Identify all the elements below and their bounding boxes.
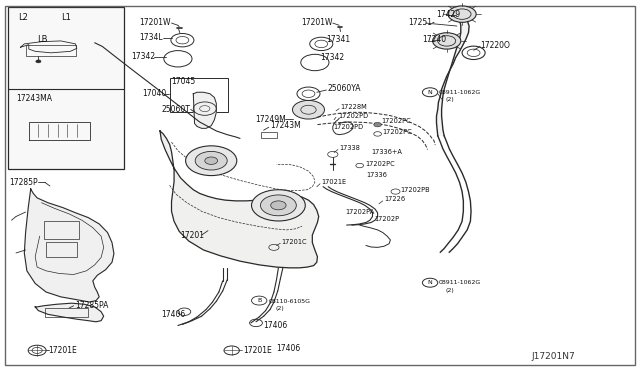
Circle shape [205,157,218,164]
Text: 17228M: 17228M [340,104,367,110]
Text: (2): (2) [445,288,454,293]
Text: N: N [428,280,433,285]
Text: 17202PC: 17202PC [365,161,394,167]
Text: 17249M: 17249M [255,115,285,124]
Text: LB: LB [37,35,47,44]
Bar [261,132,277,138]
Text: 17243MA: 17243MA [16,94,52,103]
Text: 08911-1062G: 08911-1062G [439,280,481,285]
Text: 17202PD: 17202PD [333,124,363,130]
Text: 17285P: 17285P [10,178,38,187]
Text: (2): (2) [275,305,284,311]
Text: 17220O: 17220O [480,41,510,50]
Text: 17342: 17342 [320,53,344,62]
Circle shape [422,88,438,97]
Text: 17202PD: 17202PD [338,113,368,119]
Text: 17201E: 17201E [49,346,77,355]
Bar [26,45,76,56]
Text: 17406: 17406 [264,321,288,330]
Text: 17201W: 17201W [140,18,171,27]
Circle shape [448,6,476,22]
Text: L1: L1 [61,13,70,22]
Circle shape [252,190,305,221]
Text: 17021E: 17021E [321,179,346,185]
Text: L2: L2 [18,13,28,22]
Text: 17226: 17226 [384,196,405,202]
Text: 17406: 17406 [161,310,186,319]
Circle shape [433,33,461,49]
Text: 17336+A: 17336+A [371,149,402,155]
Text: 17202PA: 17202PA [346,209,375,215]
Text: J17201N7: J17201N7 [531,352,575,361]
Text: 17338: 17338 [339,145,360,151]
Text: 17040: 17040 [142,89,166,98]
Circle shape [271,201,286,210]
Text: 17342: 17342 [131,52,156,61]
Bar [45,308,88,317]
Bar [44,221,79,239]
Bar [46,242,77,257]
Text: (2): (2) [445,97,454,102]
Bar [8,7,124,169]
Text: 08911-1062G: 08911-1062G [439,90,481,95]
Circle shape [195,151,227,170]
Text: 17045: 17045 [172,77,196,86]
Text: 1734L: 1734L [140,33,163,42]
Text: 17240: 17240 [422,35,447,44]
Polygon shape [35,303,104,322]
Text: 17243M: 17243M [270,121,301,130]
Polygon shape [436,16,469,136]
Circle shape [292,100,324,119]
Text: 17201E: 17201E [243,346,272,355]
Text: 17201W: 17201W [301,18,332,27]
Text: 17406: 17406 [276,344,301,353]
Circle shape [36,60,41,63]
Polygon shape [193,92,216,128]
Circle shape [374,122,381,127]
Circle shape [422,278,438,287]
Text: B: B [257,298,261,303]
Text: 17202PB: 17202PB [400,187,429,193]
Text: 17202PC: 17202PC [381,118,410,124]
Text: 17202P: 17202P [374,217,399,222]
Text: 17341: 17341 [326,35,351,44]
Text: 17336: 17336 [366,172,387,178]
Circle shape [186,146,237,176]
Text: 17201C: 17201C [282,239,307,245]
Circle shape [260,195,296,216]
Text: 25060YA: 25060YA [328,84,361,93]
Text: 08110-6105G: 08110-6105G [269,299,311,304]
Text: 17429: 17429 [436,10,461,19]
Text: 17251-: 17251- [408,18,435,27]
Polygon shape [24,189,114,302]
Text: 17285PA: 17285PA [76,301,109,310]
Bar [170,78,228,112]
Text: 17201: 17201 [180,231,205,240]
Text: N: N [428,90,433,95]
Text: 25060T: 25060T [161,105,190,114]
Text: 17202PC: 17202PC [383,129,412,135]
Polygon shape [160,131,319,268]
